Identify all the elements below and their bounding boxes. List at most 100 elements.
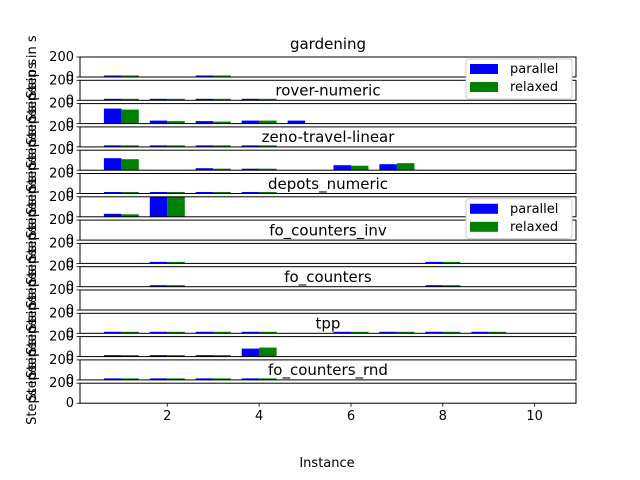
legend-swatch-parallel [470, 64, 498, 74]
y-tick-label: 0 [66, 187, 74, 202]
y-axis-label: Steps in s [25, 198, 40, 261]
bar-relaxed [351, 331, 369, 334]
axes-frame [79, 289, 577, 311]
y-tick-label: 200 [49, 120, 74, 135]
panel-title: tpp [316, 315, 341, 333]
bar-relaxed [167, 196, 185, 217]
bar-parallel [149, 98, 168, 101]
bar-parallel [149, 331, 168, 334]
bar-parallel [241, 378, 260, 380]
bar-relaxed [121, 214, 139, 217]
bar-parallel [103, 192, 122, 194]
bar-parallel [379, 164, 397, 171]
bar-relaxed [259, 192, 277, 194]
axes-frame [79, 359, 577, 381]
bar-relaxed [167, 121, 185, 124]
y-axis-label: Steps in s [25, 128, 40, 191]
y-tick-label: 0 [66, 233, 74, 248]
axes-frame [79, 336, 577, 358]
chart-overlay: parallel relaxed parallel relaxed gardening r… [163, 35, 573, 424]
bar-relaxed [442, 285, 461, 287]
y-axis-label: Steps in s [25, 82, 40, 145]
y-tick-label: 200 [49, 260, 74, 275]
bar-parallel [195, 192, 214, 194]
bar-parallel [287, 120, 306, 124]
bar-relaxed [259, 347, 277, 357]
bar-relaxed [167, 98, 185, 101]
bar-parallel [103, 75, 122, 77]
bar-relaxed [121, 355, 139, 357]
bar-parallel [425, 331, 443, 334]
y-tick-label: 0 [66, 326, 74, 341]
bar-relaxed [259, 145, 277, 147]
bar-relaxed [259, 331, 277, 334]
bar-parallel [195, 355, 214, 357]
bar-parallel [333, 165, 351, 171]
y-tick-label: 0 [66, 373, 74, 388]
bar-relaxed [213, 145, 231, 147]
bar-parallel [471, 331, 489, 334]
bar-parallel [195, 75, 214, 77]
y-axis-label: Steps in s [25, 152, 40, 215]
bar-parallel [103, 331, 122, 334]
y-tick-label: 0 [66, 303, 74, 318]
x-tick-label: 4 [255, 409, 263, 424]
y-axis-label: Steps in s [25, 361, 40, 424]
bar-relaxed [121, 145, 139, 147]
panel-title: fo_counters_inv [269, 221, 387, 240]
y-tick-label: 200 [49, 306, 74, 321]
y-tick-label: 0 [66, 350, 74, 365]
bar-relaxed [213, 75, 231, 77]
subplot-panel: 0 200 Steps in s [25, 222, 577, 285]
legend-label-parallel: parallel [510, 62, 558, 77]
bar-parallel [333, 331, 351, 334]
bar-relaxed [259, 120, 277, 124]
axes-frame [79, 242, 577, 264]
axes-frame [79, 219, 577, 241]
x-tick-label: 10 [526, 409, 543, 424]
axes-frame [79, 103, 577, 125]
axes-frame [79, 266, 577, 288]
bar-relaxed [213, 192, 231, 194]
legend-label-parallel: parallel [510, 202, 558, 217]
y-tick-label: 200 [49, 167, 74, 182]
bar-relaxed [167, 145, 185, 147]
y-tick-label: 200 [49, 190, 74, 205]
axes-frame [79, 79, 577, 101]
panel-title: rover-numeric [275, 82, 380, 100]
y-tick-label: 0 [66, 140, 74, 155]
bar-relaxed [396, 331, 415, 334]
y-axis-label: Steps in s [25, 338, 40, 401]
bar-parallel [149, 378, 168, 380]
bar-relaxed [213, 378, 231, 380]
bar-relaxed [259, 168, 277, 171]
bar-relaxed [259, 378, 277, 380]
axes-frame [79, 173, 577, 194]
bar-parallel [149, 285, 168, 287]
bar-relaxed [488, 331, 507, 334]
bar-parallel [149, 120, 168, 124]
panel-title: gardening [290, 35, 366, 53]
bar-relaxed [167, 378, 185, 380]
y-axis-label: Steps in s [25, 58, 40, 121]
bar-parallel [241, 348, 260, 357]
legend: parallel relaxed [465, 198, 573, 240]
panel-title: fo_counters [284, 268, 372, 287]
bar-relaxed [351, 165, 369, 171]
y-tick-label: 0 [66, 396, 74, 411]
bar-parallel [149, 145, 168, 147]
bar-parallel [149, 196, 168, 217]
axes-frame [79, 382, 577, 404]
bar-relaxed [121, 159, 139, 171]
y-axis-label: Steps in s [25, 222, 40, 285]
panel-title: depots_numeric [268, 175, 388, 194]
y-tick-label: 200 [49, 143, 74, 158]
